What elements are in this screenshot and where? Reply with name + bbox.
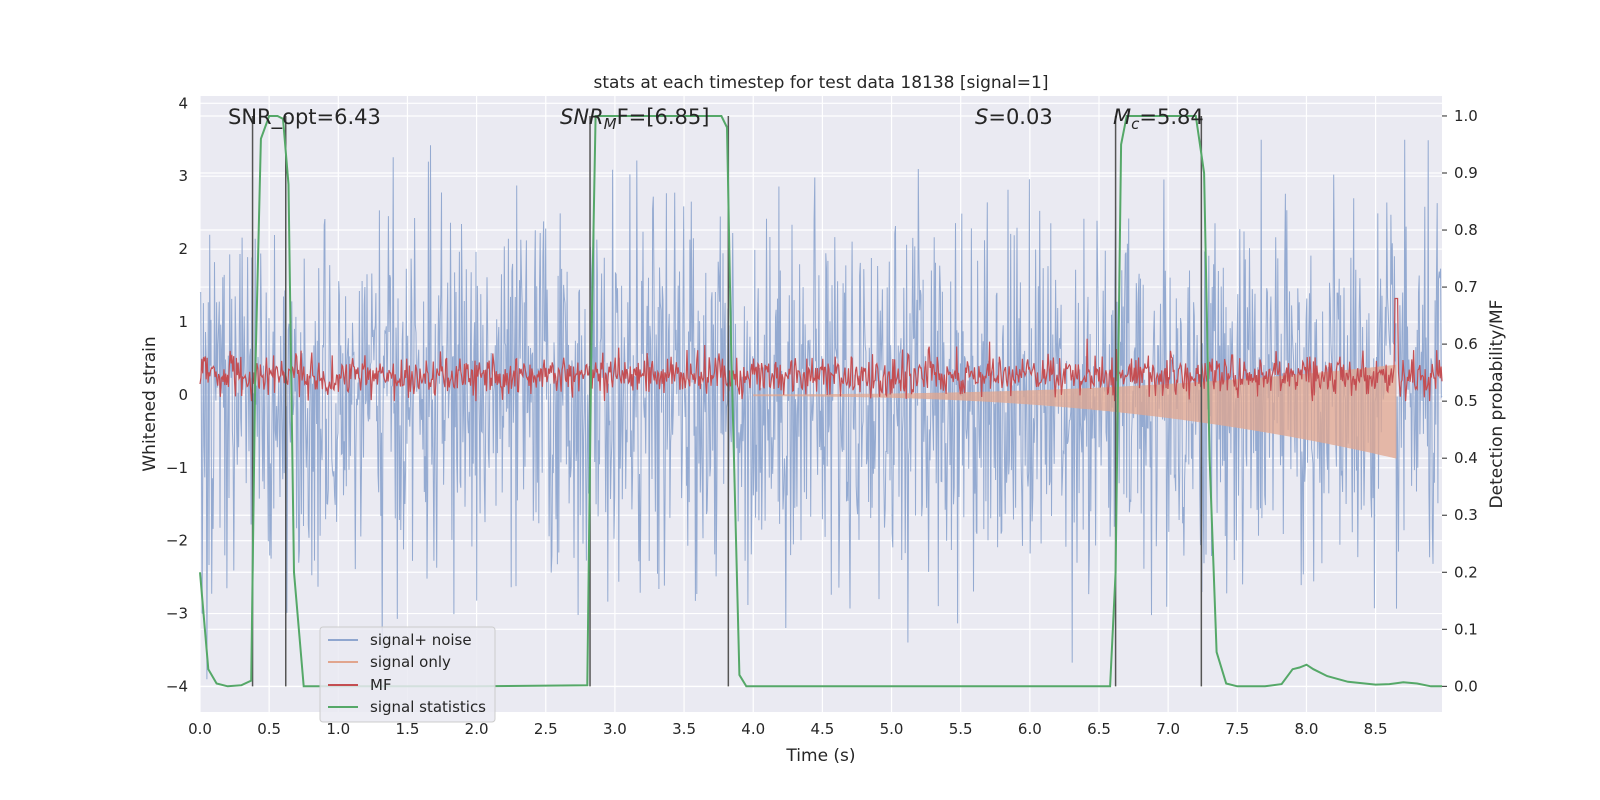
y-tick-label-right: 0.7 (1454, 278, 1478, 296)
annotation-mc: Mc=5.84 (1113, 105, 1204, 133)
y-tick-label-right: 0.1 (1454, 620, 1478, 638)
y-axis-label-right: Detection probability/MF (1487, 300, 1507, 509)
legend-label-mf: MF (370, 676, 392, 694)
annotation-s-value: =0.03 (988, 105, 1052, 129)
x-tick-label: 4.0 (741, 720, 765, 738)
y-tick-label-left: 2 (178, 240, 188, 258)
chart-title: stats at each timestep for test data 181… (594, 73, 1049, 93)
x-tick-label: 7.5 (1225, 720, 1249, 738)
y-tick-label-left: 3 (178, 167, 188, 185)
annotation-mc-sub: c (1131, 115, 1140, 133)
tick-labels: 0.0 0.5 1.0 1.5 2.0 2.5 3.0 3.5 4.0 4.5 5.0 5.5 6.0 6… (166, 94, 1478, 738)
y-tick-label-right: 0.6 (1454, 335, 1478, 353)
x-axis-label: Time (s) (785, 746, 855, 766)
legend-label-signal-only: signal only (370, 653, 451, 671)
annotation-snr-mf-main: SNR (560, 105, 604, 129)
legend-box (319, 626, 496, 723)
legend-label-signal-statistics: signal statistics (370, 698, 486, 716)
y-tick-label-right: 0.5 (1454, 392, 1478, 410)
x-tick-label: 2.5 (534, 720, 558, 738)
y-tick-label-right: 0.9 (1454, 164, 1478, 182)
y-tick-label-left: −4 (166, 677, 188, 695)
signal-statistics-series (199, 115, 1442, 688)
x-tick-label: 6.0 (1018, 720, 1042, 738)
mf-series (199, 297, 1443, 402)
x-tick-label: 7.0 (1156, 720, 1180, 738)
annotation-snr-opt: SNR_opt=6.43 (228, 105, 381, 130)
y-tick-label-right: 0.4 (1454, 449, 1478, 467)
annotation-mc-value: =5.84 (1139, 105, 1203, 129)
annotation-snr-mf: SNRMF=[6.85] (560, 105, 709, 133)
y-tick-label-left: −2 (166, 532, 188, 550)
annotation-snr-mf-value: F=[6.85] (617, 105, 710, 129)
y-tick-label-right: 0.3 (1454, 506, 1478, 524)
x-tick-label: 6.5 (1087, 720, 1111, 738)
x-tick-label: 1.5 (396, 720, 420, 738)
x-tick-label: 2.0 (465, 720, 489, 738)
annotation-snr-mf-sub: M (604, 115, 617, 133)
x-tick-label: 3.5 (672, 720, 696, 738)
x-tick-label: 8.5 (1364, 720, 1388, 738)
x-tick-label: 3.0 (603, 720, 627, 738)
legend-label-signal-noise: signal+ noise (370, 631, 472, 649)
y-tick-label-left: 1 (178, 313, 188, 331)
x-tick-label: 1.0 (326, 720, 350, 738)
legend: signal+ noise signal only MF signal stat… (319, 626, 496, 723)
mf-line (199, 297, 1443, 402)
x-tick-label: 5.5 (949, 720, 973, 738)
y-tick-label-left: 4 (178, 94, 188, 112)
x-tick-label: 8.0 (1295, 720, 1319, 738)
y-tick-label-left: −1 (166, 459, 188, 477)
x-tick-label: 4.5 (810, 720, 834, 738)
y-tick-label-right: 0.2 (1454, 563, 1478, 581)
x-tick-label: 0.0 (188, 720, 212, 738)
annotation-s-main: S (975, 105, 988, 129)
y-tick-label-right: 0.8 (1454, 221, 1478, 239)
y-axis-label-left: Whitened strain (140, 336, 160, 471)
annotation-mc-main: M (1113, 105, 1131, 129)
y-tick-label-right: 1.0 (1454, 107, 1478, 125)
signal-statistics-line (199, 115, 1442, 688)
annotation-s: S=0.03 (975, 105, 1053, 129)
y-tick-label-left: −3 (166, 605, 188, 623)
y-tick-label-left: 0 (178, 386, 188, 404)
y-tick-label-right: 0.0 (1454, 677, 1478, 695)
x-tick-label: 0.5 (257, 720, 281, 738)
x-tick-label: 5.0 (880, 720, 904, 738)
